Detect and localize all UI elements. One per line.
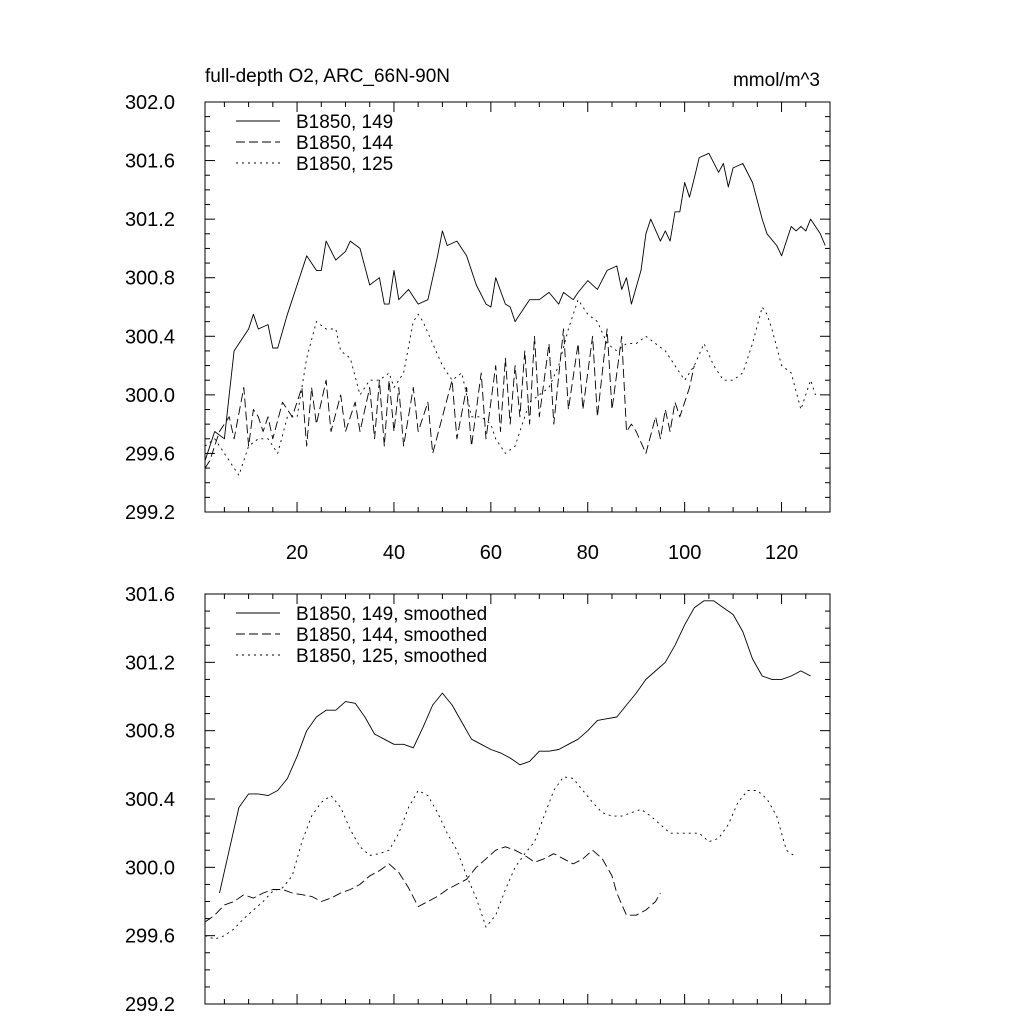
- top-xtick-label: 20: [286, 542, 308, 564]
- bottom-ytick-label: 299.2: [125, 994, 175, 1016]
- top-xtick-label: 60: [480, 542, 502, 564]
- top-ytick-label: 301.2: [125, 209, 175, 231]
- top-ytick-label: 300.0: [125, 385, 175, 407]
- top-panel: full-depth O2, ARC_66N-90N mmol/m^3 B185…: [125, 66, 831, 564]
- top-ytick-label: 302.0: [125, 92, 175, 114]
- top-series-solid: [204, 152, 826, 461]
- bottom-ytick-label: 301.6: [125, 584, 175, 606]
- bottom-ytick-label: 300.4: [125, 789, 175, 811]
- bottom-ytick-label: 300.8: [125, 721, 175, 743]
- top-ytick-label: 299.6: [125, 443, 175, 465]
- top-xtick-label: 80: [577, 542, 599, 564]
- top-series-dotted: [204, 299, 816, 476]
- legend-label-125-smoothed: B1850, 125, smoothed: [296, 646, 487, 667]
- legend-label-149: B1850, 149: [296, 112, 393, 133]
- top-ytick-label: 299.2: [125, 502, 175, 524]
- bottom-panel-legend: B1850, 149, smoothed B1850, 144, smoothe…: [236, 604, 487, 667]
- legend-label-149-smoothed: B1850, 149, smoothed: [296, 604, 487, 625]
- bottom-series-solid: [219, 600, 811, 894]
- bottom-panel: B1850, 149, smoothed B1850, 144, smoothe…: [125, 584, 831, 1016]
- top-ytick-label: 301.6: [125, 151, 175, 173]
- top-panel-legend: B1850, 149 B1850, 144 B1850, 125: [236, 112, 394, 175]
- bottom-ytick-label: 301.2: [125, 652, 175, 674]
- top-ytick-label: 300.4: [125, 326, 175, 348]
- top-xtick-label: 120: [765, 542, 798, 564]
- bottom-series-dotted: [204, 776, 797, 940]
- legend-label-144: B1850, 144: [296, 133, 394, 154]
- top-xtick-label: 40: [383, 542, 405, 564]
- bottom-ytick-label: 299.6: [125, 926, 175, 948]
- top-xtick-label: 100: [668, 542, 701, 564]
- legend-label-125: B1850, 125: [296, 154, 393, 175]
- bottom-ytick-label: 300.0: [125, 857, 175, 879]
- top-series-dashed: [204, 328, 695, 469]
- legend-label-144-smoothed: B1850, 144, smoothed: [296, 625, 487, 646]
- top-panel-units: mmol/m^3: [733, 70, 820, 91]
- top-panel-title: full-depth O2, ARC_66N-90N: [205, 66, 450, 87]
- top-ytick-label: 300.8: [125, 268, 175, 290]
